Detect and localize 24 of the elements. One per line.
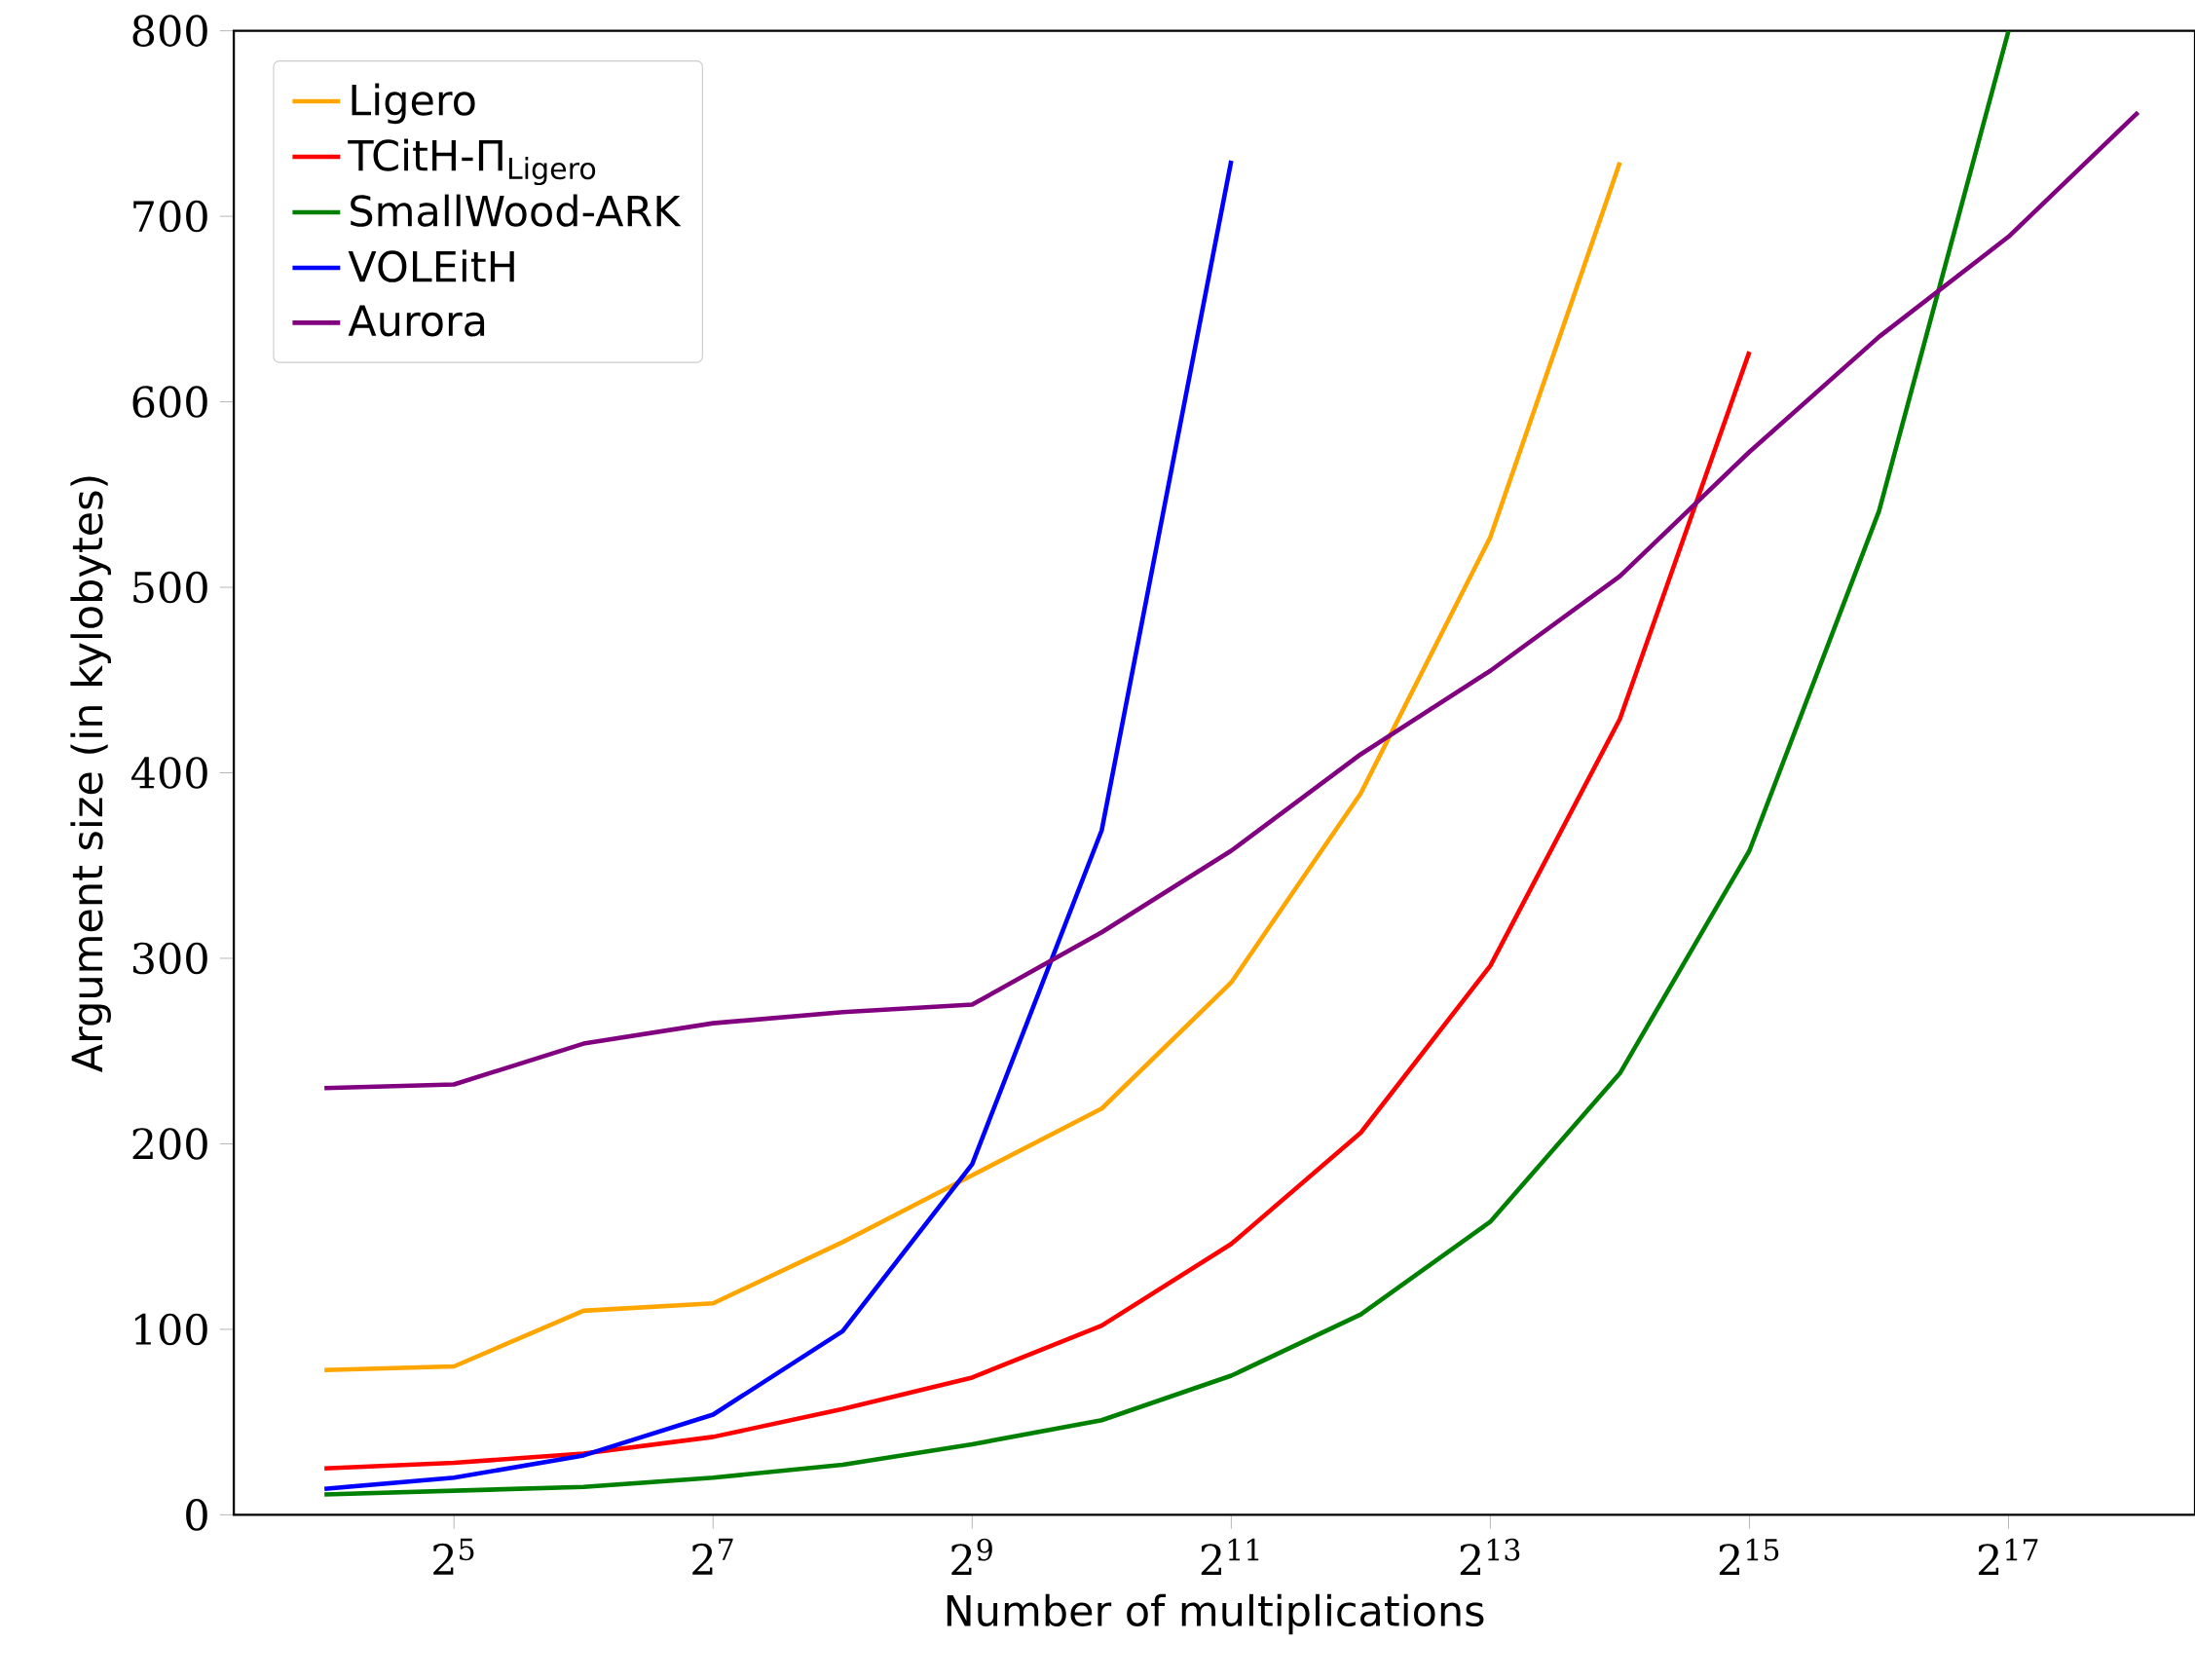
y-tick-label: 0	[186, 1499, 207, 1531]
x-tick-label: 2$^{5}$	[433, 1538, 474, 1575]
x-tick-label: 2$^{15}$	[1719, 1538, 1779, 1576]
y-axis-title: Argument size (in kylobytes)	[70, 476, 111, 1072]
legend-label: VOLEitH	[348, 249, 514, 282]
legend-label: Ligero	[352, 83, 475, 125]
y-tick-label: 300	[132, 942, 207, 975]
x-axis-title: Number of multiplications	[947, 1593, 1484, 1635]
x-tick-label: 2$^{9}$	[951, 1538, 992, 1576]
y-tick-label: 500	[133, 571, 207, 604]
x-tick-label: 2$^{7}$	[692, 1538, 733, 1575]
y-tick-label: 700	[133, 200, 207, 233]
line-series	[321, 349, 1752, 1472]
x-tick-label: 2$^{13}$	[1460, 1538, 1520, 1576]
legend-label: Aurora	[348, 305, 485, 337]
y-tick-label: 200	[132, 1128, 207, 1160]
legend-label: SmallWood-ARK	[351, 194, 682, 227]
y-tick-label: 800	[132, 15, 207, 47]
x-tick-label: 2$^{17}$	[1978, 1538, 2038, 1576]
legend-label: TCitH-Π$_{Ligero}$	[348, 138, 596, 186]
y-tick-label: 100	[134, 1313, 207, 1346]
y-tick-label: 600	[132, 386, 207, 418]
x-tick-label: 2$^{11}$	[1201, 1538, 1259, 1576]
y-tick-label: 400	[130, 757, 207, 789]
